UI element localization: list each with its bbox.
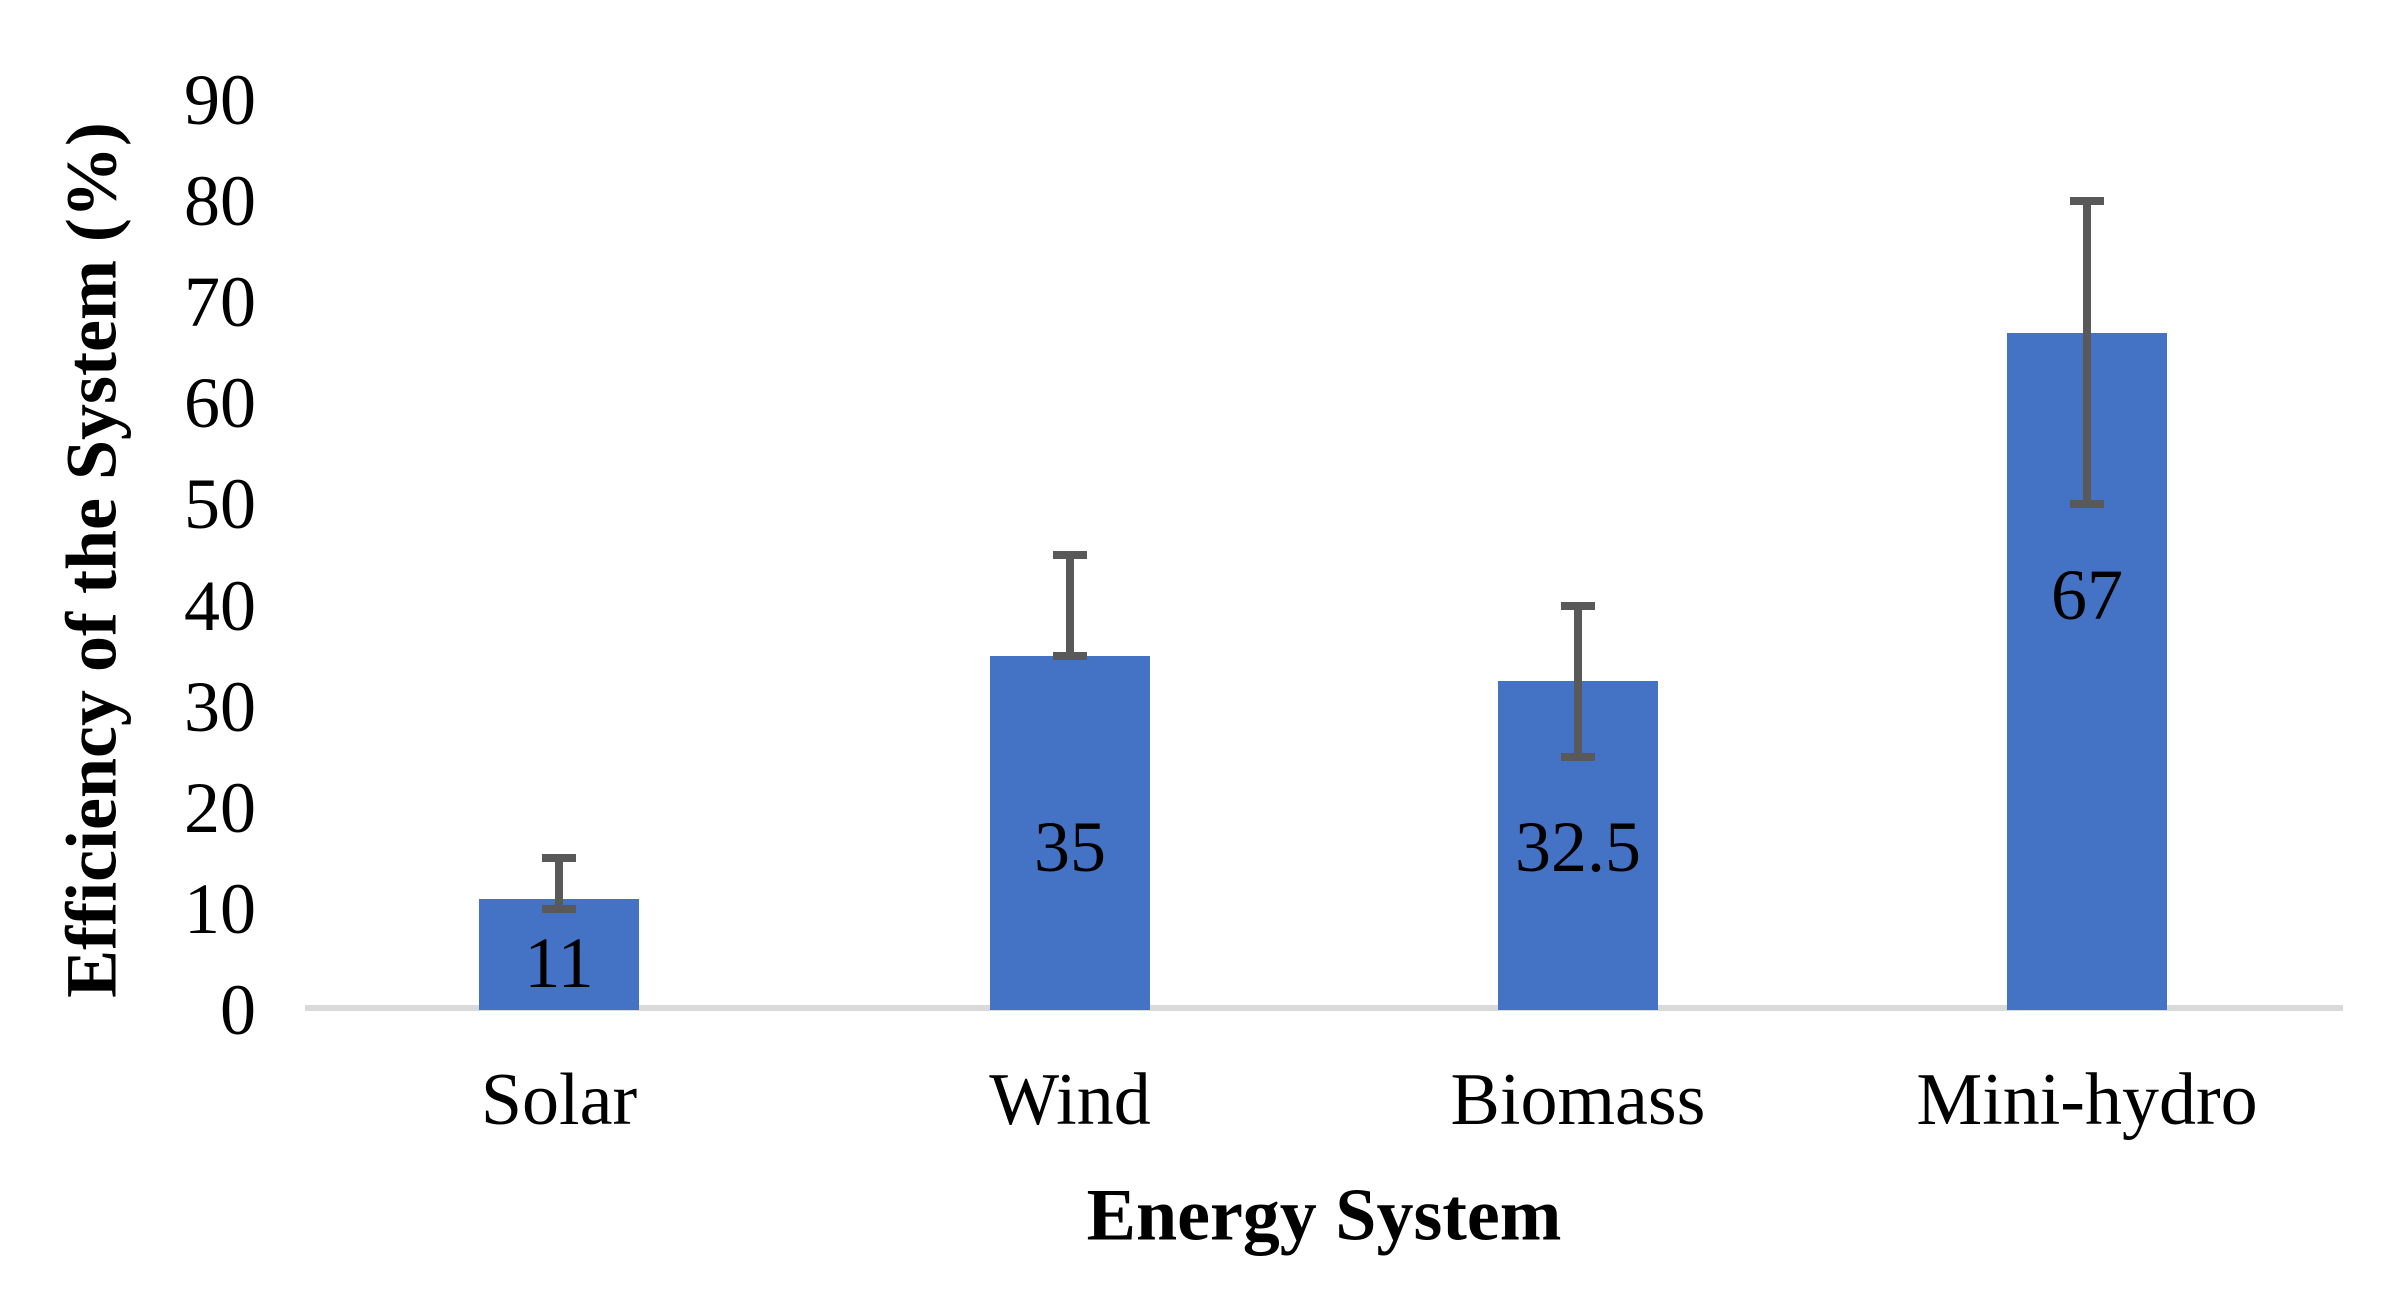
- y-tick-label: 10: [184, 868, 256, 949]
- x-axis-title: Energy System: [1086, 1174, 1562, 1257]
- y-tick-label: 60: [184, 363, 256, 444]
- y-tick-label: 20: [184, 767, 256, 848]
- bar: [479, 898, 639, 1010]
- error-bar-cap-top: [1053, 551, 1087, 559]
- bar-value-label: 67: [2051, 555, 2123, 636]
- error-bar-cap-bottom: [1561, 753, 1595, 762]
- bar: [990, 656, 1150, 1010]
- error-bar-cap-bottom: [1053, 652, 1087, 661]
- y-tick-label: 0: [220, 970, 256, 1050]
- error-bar-line: [1066, 555, 1074, 657]
- error-bar-line: [2083, 201, 2091, 505]
- x-category-label: Biomass: [1450, 1059, 1706, 1141]
- y-tick-label: 90: [184, 60, 256, 140]
- bar-value-label: 32.5: [1515, 807, 1641, 888]
- error-bar-cap-top: [2070, 197, 2104, 206]
- error-bar-cap-bottom: [2070, 500, 2104, 509]
- error-bar-line: [1574, 605, 1582, 758]
- y-tick-label: 40: [184, 565, 256, 646]
- y-tick-label: 30: [184, 666, 256, 747]
- x-category-label: Wind: [989, 1059, 1151, 1141]
- error-bar-cap-bottom: [542, 904, 576, 913]
- error-bar-line: [555, 858, 563, 909]
- x-category-label: Solar: [480, 1059, 638, 1141]
- error-bar-cap-top: [542, 854, 576, 863]
- bar-value-label: 11: [524, 923, 594, 1004]
- x-axis-line: [305, 1005, 2343, 1011]
- y-axis-title: Efficiency of the System (%): [51, 122, 132, 998]
- y-tick-label: 50: [184, 464, 256, 545]
- bar-value-label: 35: [1034, 807, 1106, 888]
- y-tick-label: 80: [184, 161, 256, 242]
- x-category-label: Mini-hydro: [1916, 1059, 2258, 1141]
- error-bar-cap-top: [1561, 601, 1595, 610]
- y-tick-label: 70: [184, 262, 256, 343]
